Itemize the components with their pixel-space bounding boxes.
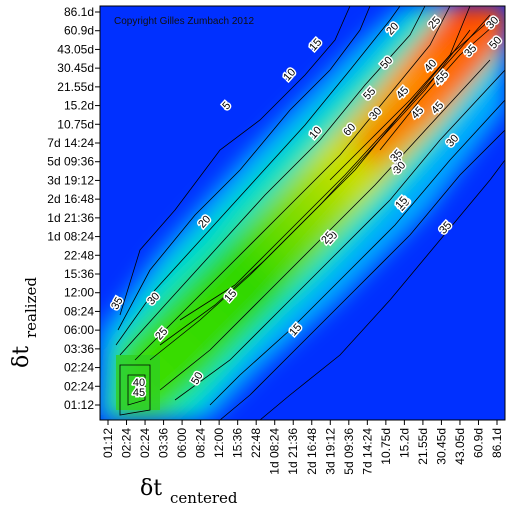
y-tick-label: 15.2d (64, 99, 94, 113)
x-tick-label: 86.1d (490, 428, 504, 458)
y-tick-label: 5d 09:36 (47, 155, 94, 169)
contour-20 (119, 6, 426, 356)
contour-corner-30 (119, 364, 151, 416)
contour-label-40: 40 (133, 377, 145, 389)
contour-10 (117, 6, 371, 331)
x-tick-label: 15.2d (397, 428, 411, 458)
x-tick-label: 3d 19:12 (323, 428, 337, 475)
x-tick-label: 08:24 (194, 428, 208, 458)
x-tick-label: 2d 16:48 (305, 428, 319, 475)
y-tick-label: 1d 08:24 (47, 230, 94, 244)
y-tick-label: 02:24 (64, 379, 94, 393)
x-tick-label: 5d 09:36 (342, 428, 356, 475)
contour-40 (179, 14, 491, 321)
contour-lower-20 (174, 69, 505, 401)
y-tick-label: 30.45d (57, 61, 94, 75)
contour-lines (115, 6, 505, 420)
contour-lower-10 (219, 129, 505, 420)
y-tick-label: 2d 16:48 (47, 192, 94, 206)
contour-lower-15 (209, 99, 505, 406)
y-tick-label: 15:36 (64, 267, 94, 281)
x-tick-label: 02:24 (138, 428, 152, 458)
contour-label-45: 45 (133, 387, 145, 399)
x-tick-label: 03:36 (157, 428, 171, 458)
plot-frame (99, 5, 506, 421)
x-tick-label: 02:24 (120, 428, 134, 458)
y-tick-label: 12:00 (64, 286, 94, 300)
y-tick-label: 06:00 (64, 323, 94, 337)
y-tick-label: 86.1d (64, 5, 94, 19)
svg-text:centered: centered (170, 489, 238, 507)
heat-corner-green (116, 355, 160, 410)
contour-corner-40 (127, 374, 146, 406)
contour-30 (149, 6, 471, 361)
y-tick-label: 08:24 (64, 304, 94, 318)
x-tick-label: 7d 14:24 (360, 428, 374, 475)
svg-text:δt: δt (140, 476, 162, 501)
x-tick-label: 43.05d (453, 428, 467, 465)
x-tick-label: 60.9d (471, 428, 485, 458)
x-tick-label: 15:36 (231, 428, 245, 458)
x-tick-label: 01:12 (101, 428, 115, 458)
svg-text:realized: realized (22, 277, 40, 338)
contour-lower-25 (159, 59, 491, 391)
y-axis: 01:12 02:24 02:24 03:36 06:00 08:24 12:00 15:36… (47, 5, 100, 412)
y-tick-label: 7d 14:24 (47, 136, 94, 150)
y-tick-label: 60.9d (64, 24, 94, 38)
x-tick-label: 1d 08:24 (268, 428, 282, 475)
contour-lower-5 (259, 159, 505, 420)
x-tick-label: 12:00 (212, 428, 226, 458)
x-tick-label: 21.55d (416, 428, 430, 465)
y-tick-label: 22:48 (64, 248, 94, 262)
contour-50 (379, 19, 501, 151)
x-tick-label: 10.75d (379, 428, 393, 465)
x-tick-label: 22:48 (249, 428, 263, 458)
y-tick-label: 02:24 (64, 361, 94, 375)
y-tick-label: 10.75d (57, 117, 94, 131)
x-tick-label: 1d 21:36 (286, 428, 300, 475)
y-axis-title: δt realized (9, 277, 40, 368)
x-axis-title: δt centered (140, 476, 238, 507)
contour-45 (329, 19, 491, 181)
y-tick-label: 1d 21:36 (47, 211, 94, 225)
contour-25 (134, 6, 451, 361)
contour-15 (115, 6, 401, 346)
contour-5 (119, 6, 351, 316)
plot-area (100, 6, 505, 420)
x-tick-label: 30.45d (434, 428, 448, 465)
copyright-note: Copyright Gilles Zumbach 2012 (114, 16, 255, 27)
contour-35 (159, 29, 471, 346)
y-tick-label: 3d 19:12 (47, 173, 94, 187)
x-axis: 01:12 02:24 02:24 03:36 06:00 08:24 12:00 15:36… (101, 420, 504, 475)
y-tick-label: 03:36 (64, 342, 94, 356)
svg-text:δt: δt (9, 346, 34, 368)
x-tick-label: 06:00 (175, 428, 189, 458)
y-tick-label: 01:12 (64, 398, 94, 412)
y-tick-label: 21.55d (57, 80, 94, 94)
y-tick-label: 43.05d (57, 42, 94, 56)
